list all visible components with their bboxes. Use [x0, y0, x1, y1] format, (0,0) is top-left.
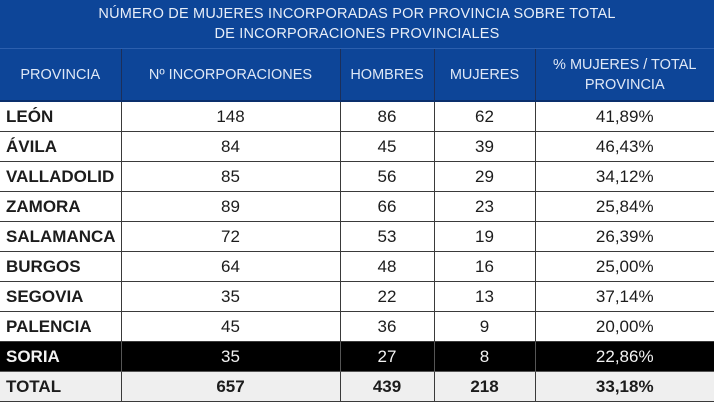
cell-incorporaciones: 148 — [120, 100, 341, 132]
cell-provincia: BURGOS — [0, 251, 122, 282]
cell-incorporaciones: 72 — [120, 221, 341, 252]
header-row: PROVINCIA Nº INCORPORACIONES HOMBRES MUJ… — [0, 49, 714, 102]
header-pct-line1: % MUJERES / TOTAL — [553, 56, 697, 73]
cell-incorporaciones: 84 — [120, 131, 341, 162]
cell-hombres: 86 — [339, 100, 435, 132]
header-mujeres: MUJERES — [434, 49, 536, 102]
total-mujeres: 218 — [433, 371, 536, 402]
cell-hombres: 45 — [339, 131, 435, 162]
table-row: PALENCIA 45 36 9 20,00% — [0, 311, 714, 342]
header-incorporaciones: Nº INCORPORACIONES — [121, 49, 341, 102]
cell-pct: 26,39% — [534, 221, 714, 252]
cell-pct: 41,89% — [534, 100, 714, 132]
total-incorporaciones: 657 — [120, 371, 341, 402]
cell-incorporaciones: 35 — [120, 281, 341, 312]
cell-provincia: VALLADOLID — [0, 161, 122, 192]
total-pct: 33,18% — [534, 371, 714, 402]
cell-hombres: 27 — [339, 341, 435, 372]
cell-mujeres: 39 — [433, 131, 536, 162]
cell-hombres: 56 — [339, 161, 435, 192]
cell-provincia: SEGOVIA — [0, 281, 122, 312]
total-row: TOTAL 657 439 218 33,18% — [0, 371, 714, 402]
cell-provincia: SALAMANCA — [0, 221, 122, 252]
cell-pct: 25,00% — [534, 251, 714, 282]
cell-mujeres: 9 — [433, 311, 536, 342]
table-row: BURGOS 64 48 16 25,00% — [0, 251, 714, 282]
header-pct: % MUJERES / TOTAL PROVINCIA — [535, 49, 714, 102]
cell-hombres: 36 — [339, 311, 435, 342]
cell-provincia: ZAMORA — [0, 191, 122, 222]
header-provincia: PROVINCIA — [0, 49, 122, 102]
cell-hombres: 66 — [339, 191, 435, 222]
table-row: VALLADOLID 85 56 29 34,12% — [0, 161, 714, 192]
cell-incorporaciones: 35 — [120, 341, 341, 372]
cell-pct: 34,12% — [534, 161, 714, 192]
cell-incorporaciones: 45 — [120, 311, 341, 342]
table-title-line1: NÚMERO DE MUJERES INCORPORADAS POR PROVI… — [98, 6, 616, 22]
cell-pct: 37,14% — [534, 281, 714, 312]
cell-hombres: 22 — [339, 281, 435, 312]
table-row: ÁVILA 84 45 39 46,43% — [0, 131, 714, 162]
cell-mujeres: 23 — [433, 191, 536, 222]
cell-mujeres: 13 — [433, 281, 536, 312]
table-title-line2: DE INCORPORACIONES PROVINCIALES — [214, 26, 500, 42]
total-hombres: 439 — [339, 371, 435, 402]
cell-hombres: 53 — [339, 221, 435, 252]
cell-provincia: LEÓN — [0, 100, 122, 132]
total-label: TOTAL — [0, 371, 122, 402]
cell-provincia: ÁVILA — [0, 131, 122, 162]
cell-pct: 20,00% — [534, 311, 714, 342]
cell-mujeres: 62 — [433, 100, 536, 132]
cell-mujeres: 19 — [433, 221, 536, 252]
table-row: LEÓN 148 86 62 41,89% — [0, 100, 714, 132]
table-row: ZAMORA 89 66 23 25,84% — [0, 191, 714, 222]
cell-incorporaciones: 64 — [120, 251, 341, 282]
cell-incorporaciones: 89 — [120, 191, 341, 222]
header-hombres: HOMBRES — [340, 49, 435, 102]
cell-mujeres: 8 — [433, 341, 536, 372]
cell-pct: 22,86% — [534, 341, 714, 372]
data-table: PROVINCIA Nº INCORPORACIONES HOMBRES MUJ… — [0, 49, 714, 402]
cell-hombres: 48 — [339, 251, 435, 282]
table-title: NÚMERO DE MUJERES INCORPORADAS POR PROVI… — [0, 0, 714, 49]
header-pct-line2: PROVINCIA — [584, 76, 665, 93]
cell-provincia: PALENCIA — [0, 311, 122, 342]
cell-provincia: SORIA — [0, 341, 122, 372]
table-row: SEGOVIA 35 22 13 37,14% — [0, 281, 714, 312]
table-row-highlighted: SORIA 35 27 8 22,86% — [0, 341, 714, 372]
cell-mujeres: 29 — [433, 161, 536, 192]
cell-pct: 25,84% — [534, 191, 714, 222]
cell-pct: 46,43% — [534, 131, 714, 162]
cell-mujeres: 16 — [433, 251, 536, 282]
cell-incorporaciones: 85 — [120, 161, 341, 192]
table-row: SALAMANCA 72 53 19 26,39% — [0, 221, 714, 252]
